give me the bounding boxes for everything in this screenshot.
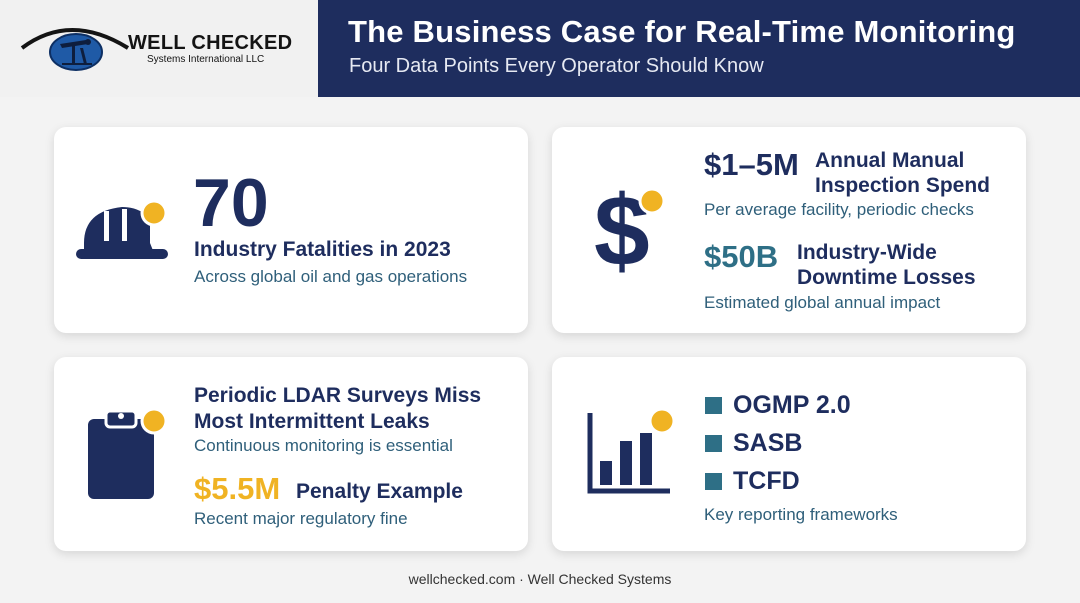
framework-ogmp: OGMP 2.0 [733,391,851,419]
ldar-heading-line1: Periodic LDAR Surveys Miss [194,384,482,407]
ldar-description: Continuous monitoring is essential [194,436,453,455]
ldar-heading-line2: Most Intermittent Leaks [194,410,430,433]
fatalities-stat: 70 [193,165,269,241]
inspection-spend-stat: $1–5M [704,147,799,182]
clipboard-icon [88,407,168,499]
inspection-spend-heading-line1: Annual Manual [815,149,965,172]
downtime-description: Estimated global annual impact [704,293,941,312]
footer[interactable]: wellchecked.com · Well Checked Systems [408,571,672,587]
logo-subtitle: Systems International LLC [147,54,265,65]
penalty-heading: Penalty Example [296,480,463,503]
page-title: The Business Case for Real-Time Monitori… [348,14,1016,49]
penalty-description: Recent major regulatory fine [194,509,408,528]
penalty-stat: $5.5M [194,471,281,506]
card-costs: $ $1–5M Annual Manual Inspection Spend P… [552,127,1026,333]
downtime-heading-line2: Downtime Losses [797,266,976,289]
inspection-spend-heading: Annual Manual Inspection Spend [815,148,990,198]
inspection-spend-heading-line2: Inspection Spend [815,174,991,197]
pumpjack-logo-icon [20,28,130,71]
logo[interactable]: WELL CHECKED Systems International LLC [0,0,318,97]
frameworks-description: Key reporting frameworks [704,505,898,524]
ldar-heading: Periodic LDAR Surveys Miss Most Intermit… [194,383,481,435]
card-fatalities: 70 Industry Fatalities in 2023 Across gl… [54,127,528,333]
downtime-heading-line1: Industry-Wide [797,241,937,264]
framework-bullet [705,435,722,452]
hard-hat-icon [76,199,168,259]
framework-tcfd: TCFD [733,467,800,495]
framework-sasb: SASB [733,429,803,457]
bar-chart-icon [587,407,676,494]
framework-bullet [705,397,722,414]
framework-bullet [705,473,722,490]
header: WELL CHECKED Systems International LLC T… [0,0,1080,97]
title-banner: The Business Case for Real-Time Monitori… [318,0,1080,97]
downtime-stat: $50B [704,239,779,274]
dollar-icon: $ [594,179,666,279]
card-frameworks: OGMP 2.0 SASB TCFD Key reporting framewo… [552,357,1026,551]
fatalities-description: Across global oil and gas operations [194,267,468,286]
card-ldar: Periodic LDAR Surveys Miss Most Intermit… [54,357,528,551]
page-subtitle: Four Data Points Every Operator Should K… [349,55,764,77]
fatalities-heading: Industry Fatalities in 2023 [194,238,451,261]
inspection-spend-description: Per average facility, periodic checks [704,200,974,219]
logo-name: WELL CHECKED [128,32,293,54]
downtime-heading: Industry-Wide Downtime Losses [797,240,976,290]
